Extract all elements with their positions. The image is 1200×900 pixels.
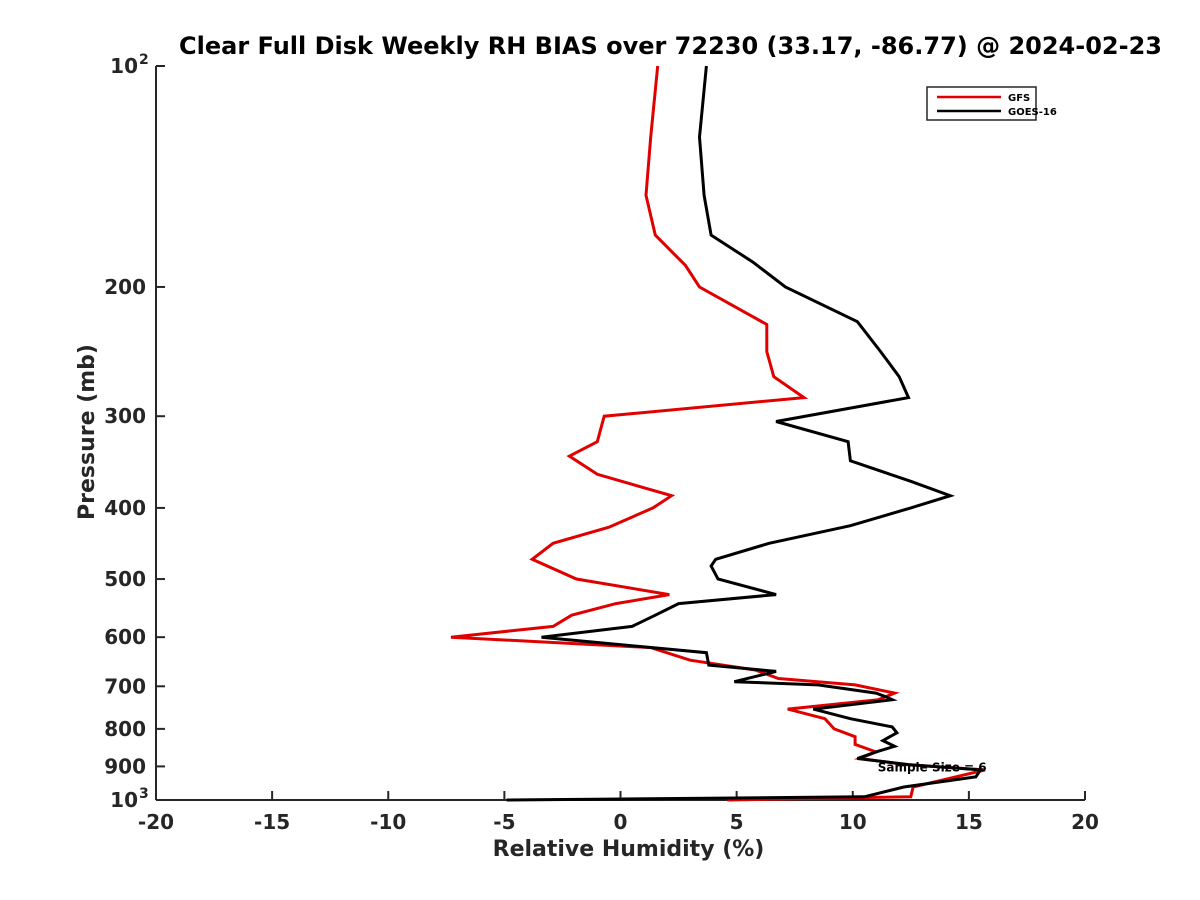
- y-tick-label: 400: [104, 496, 146, 520]
- sample-size-annotation: Sample Size = 6: [878, 760, 987, 774]
- y-tick-label: 500: [104, 567, 146, 591]
- y-tick-exponent: 3: [139, 786, 149, 802]
- x-tick-label: 15: [955, 810, 983, 834]
- legend: GFS GOES-16: [926, 86, 1057, 121]
- y-tick-exponent: 2: [139, 52, 149, 68]
- legend-box: [926, 86, 1037, 121]
- legend-label-gfs: GFS: [1008, 93, 1030, 104]
- y-tick-label: 700: [104, 674, 146, 698]
- x-tick-label: 20: [1071, 810, 1099, 834]
- y-tick-label: 300: [104, 404, 146, 428]
- y-axis-label: Pressure (mb): [75, 344, 100, 520]
- series-layer: [450, 65, 986, 802]
- chart-title: Clear Full Disk Weekly RH BIAS over 7223…: [179, 32, 1162, 60]
- y-tick-label: 800: [104, 717, 146, 741]
- series-line-goes-16: [506, 65, 984, 802]
- x-tick-label: 10: [839, 810, 867, 834]
- x-tick-label: -20: [138, 810, 174, 834]
- y-tick-label: 10: [110, 54, 138, 78]
- x-tick-label: -15: [254, 810, 290, 834]
- x-tick-label: -10: [370, 810, 406, 834]
- y-tick-label: 200: [104, 275, 146, 299]
- x-axis-label: Relative Humidity (%): [493, 837, 765, 862]
- series-line-gfs: [450, 65, 986, 802]
- x-tick-label: 5: [730, 810, 744, 834]
- x-tick-label: -5: [493, 810, 515, 834]
- x-tick-label: 0: [614, 810, 628, 834]
- y-tick-label: 600: [104, 625, 146, 649]
- y-tick-label: 900: [104, 754, 146, 778]
- y-tick-label: 10: [110, 788, 138, 812]
- legend-label-goes-16: GOES-16: [1008, 107, 1057, 118]
